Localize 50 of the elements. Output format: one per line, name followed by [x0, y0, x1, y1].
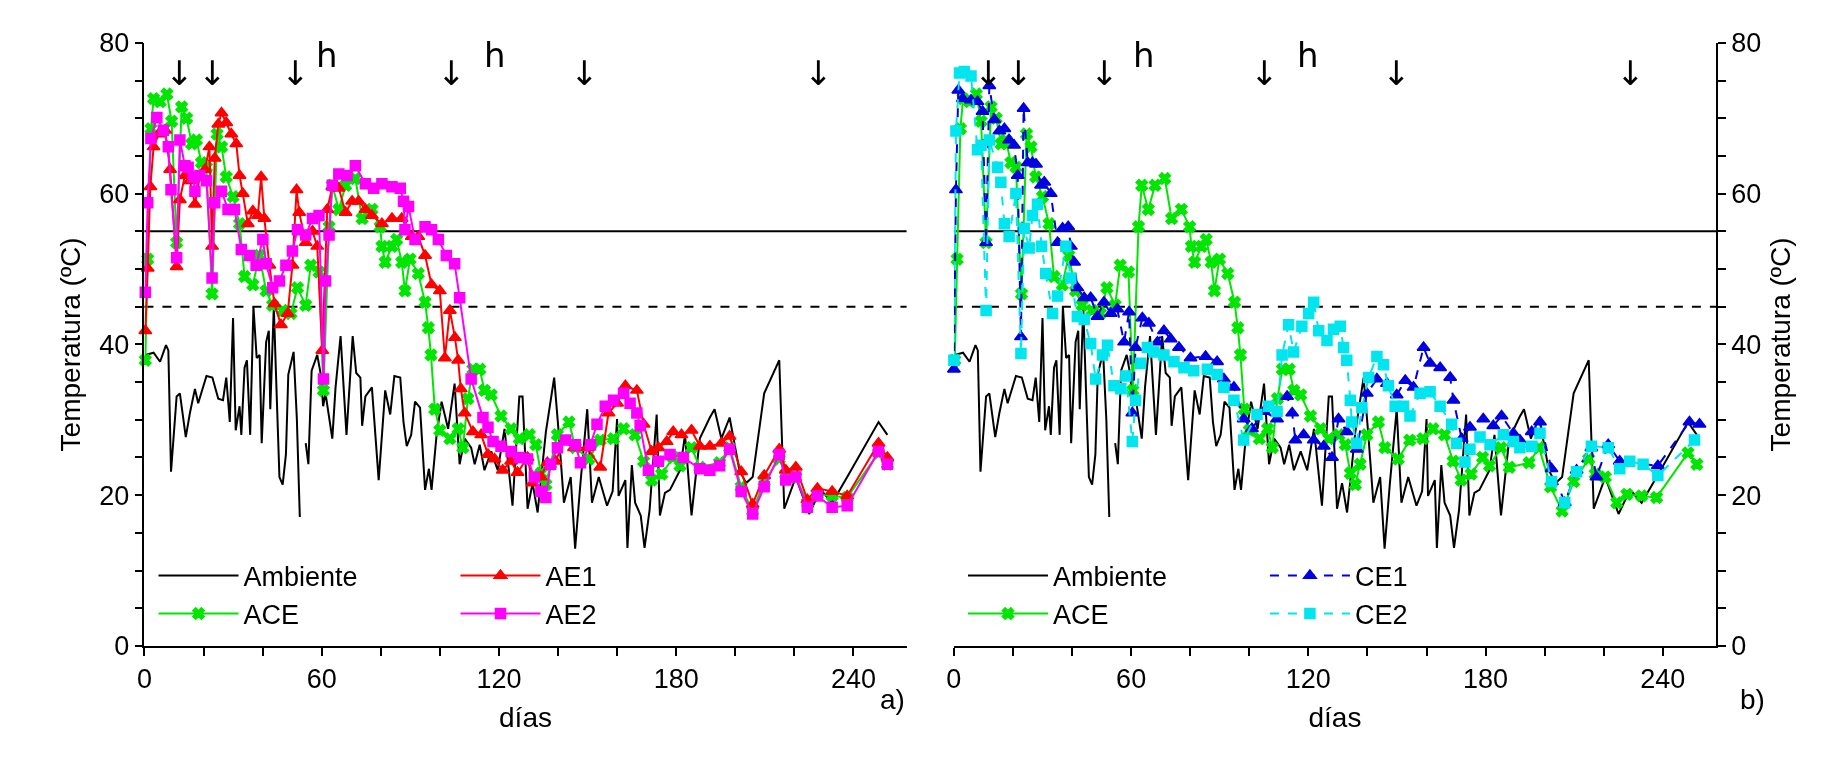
- x-tick-label: 240: [830, 664, 876, 695]
- annotation: ↓: [1616, 53, 1645, 93]
- annotation: h: [1133, 35, 1155, 75]
- x-tick-label: 120: [476, 664, 522, 695]
- annotation: h: [1297, 35, 1319, 75]
- annotation: ↓: [570, 53, 599, 93]
- annotation: ↓: [165, 53, 194, 93]
- annotation: ↓: [437, 53, 466, 93]
- y2-tick-label: 0: [1731, 631, 1747, 662]
- x-tick-label: 0: [946, 664, 962, 695]
- annotation: ↓: [1004, 53, 1033, 93]
- x-tick-label: 180: [653, 664, 699, 695]
- y-tick-label: 60: [99, 179, 130, 210]
- y2-tick-label: 60: [1731, 179, 1762, 210]
- y2-tick-label: 40: [1731, 329, 1762, 360]
- annotation: ↓: [1250, 53, 1279, 93]
- annotation: ↓: [974, 53, 1003, 93]
- legend-label: CE1: [1354, 561, 1408, 592]
- x-tick-label: 60: [306, 664, 337, 695]
- legend-label: AE1: [545, 561, 597, 592]
- x-tick-label: 120: [1285, 664, 1331, 695]
- x-tick-label: 240: [1640, 664, 1686, 695]
- legend-label: ACE: [1052, 600, 1109, 631]
- legend-label: CE2: [1354, 600, 1408, 631]
- x-axis-title: días: [1308, 701, 1362, 733]
- x-tick-label: 0: [136, 664, 152, 695]
- y2-axis-title: Temperatura (ºC): [1764, 237, 1796, 452]
- y-tick-label: 40: [99, 329, 130, 360]
- y-tick-label: 0: [114, 631, 130, 662]
- legend-label: Ambiente: [1052, 561, 1168, 592]
- y-tick-label: 20: [99, 480, 130, 511]
- y2-tick-label: 20: [1731, 480, 1762, 511]
- annotation: h: [484, 35, 506, 75]
- annotation: ↓: [1382, 53, 1411, 93]
- legend-label: Ambiente: [243, 561, 358, 592]
- annotation: ↓: [198, 53, 227, 93]
- text: a): [880, 684, 905, 715]
- x-axis-title: días: [499, 701, 552, 733]
- annotation: ↓: [281, 53, 310, 93]
- annotation: ↓: [1090, 53, 1119, 93]
- y-axis-title: Temperatura (ºC): [55, 237, 87, 452]
- text: b): [1740, 684, 1765, 715]
- y-tick-label: 80: [99, 28, 130, 59]
- legend-label: AE2: [545, 600, 597, 631]
- x-tick-label: 60: [1116, 664, 1147, 695]
- x-tick-label: 180: [1463, 664, 1509, 695]
- y2-tick-label: 80: [1731, 28, 1762, 59]
- legend-label: ACE: [243, 600, 300, 631]
- annotation: h: [316, 35, 338, 75]
- annotation: ↓: [804, 53, 833, 93]
